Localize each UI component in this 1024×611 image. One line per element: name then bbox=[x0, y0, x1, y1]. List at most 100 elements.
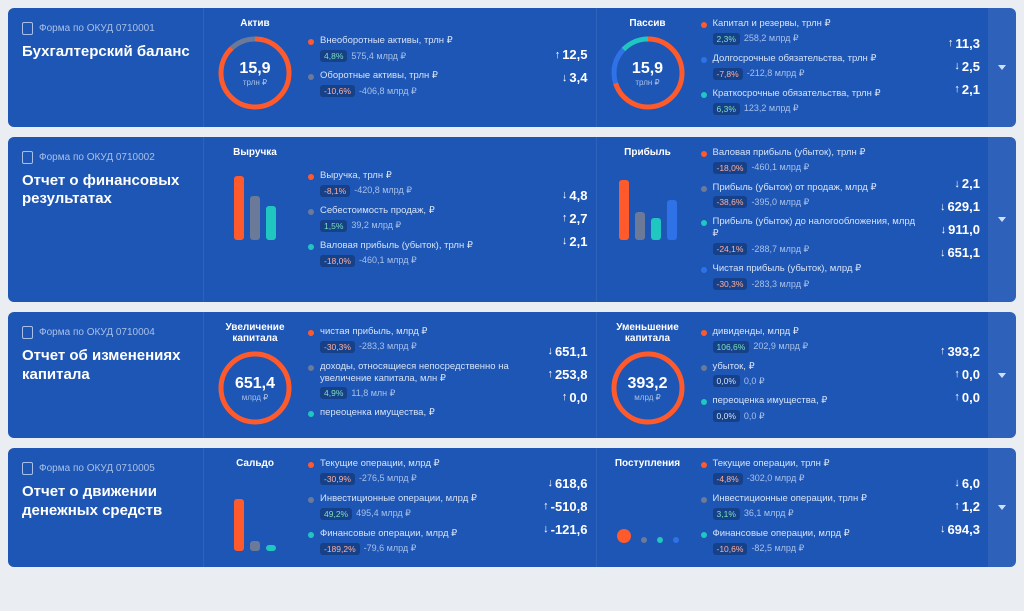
metric-badge: -30,9% bbox=[320, 473, 355, 485]
metric-dot bbox=[701, 22, 707, 28]
metric-badge: 2,3% bbox=[713, 33, 740, 45]
card-half-left: Увеличение капитала 651,4млрд ₽ чистая п… bbox=[203, 312, 596, 438]
chevron-down-icon bbox=[998, 217, 1006, 222]
metric-label: Оборотные активы, трлн ₽ bbox=[320, 70, 524, 82]
metric-row: Внеоборотные активы, трлн ₽ 4,8% 575,4 м… bbox=[308, 35, 524, 62]
form-code: Форма по ОКУД 0710002 bbox=[22, 151, 193, 164]
ring-chart: 15,9трлн ₽ bbox=[217, 35, 293, 111]
metric-delta: ↑11,3 bbox=[948, 36, 980, 51]
metric-badge: 3,1% bbox=[713, 508, 740, 520]
metric-row: доходы, относящиеся непосредственно на у… bbox=[308, 361, 524, 400]
metric-row: переоценка имущества, ₽ 0,0% 0,0 ₽ bbox=[701, 395, 917, 422]
metric-delta: ↑253,8 bbox=[547, 367, 587, 382]
card-half-left: Актив 15,9трлн ₽ Внеоборотные активы, тр… bbox=[203, 8, 596, 127]
bar-chart bbox=[234, 164, 276, 240]
metric-dot bbox=[701, 151, 707, 157]
metric-dot bbox=[308, 209, 314, 215]
metric-dot bbox=[308, 330, 314, 336]
report-card: Форма по ОКУД 0710002 Отчет о финансовых… bbox=[8, 137, 1016, 302]
metric-subvalue: -460,1 млрд ₽ bbox=[751, 162, 809, 173]
ring-chart: 393,2млрд ₽ bbox=[610, 350, 686, 426]
card-title: Бухгалтерский баланс bbox=[22, 43, 193, 62]
card-title: Отчет о финансовых результатах bbox=[22, 172, 193, 210]
metric-subvalue: -406,8 млрд ₽ bbox=[359, 86, 417, 97]
document-icon bbox=[22, 151, 33, 164]
metric-badge: -8,1% bbox=[320, 185, 350, 197]
card-title: Отчет об изменениях капитала bbox=[22, 347, 193, 385]
metric-delta: ↑2,1 bbox=[954, 82, 980, 97]
metric-dot bbox=[308, 462, 314, 468]
metric-delta: ↓2,1 bbox=[954, 176, 980, 191]
metric-subvalue: -302,0 млрд ₽ bbox=[747, 473, 805, 484]
form-code: Форма по ОКУД 0710004 bbox=[22, 326, 193, 339]
metric-dot bbox=[701, 462, 707, 468]
metric-subvalue: 258,2 млрд ₽ bbox=[744, 33, 799, 44]
metric-delta: ↑-510,8 bbox=[543, 499, 587, 514]
metric-label: Прибыль (убыток) от продаж, млрд ₽ bbox=[713, 182, 917, 194]
metric-dot bbox=[308, 74, 314, 80]
metric-delta: ↓694,3 bbox=[940, 522, 980, 537]
metric-dot bbox=[701, 57, 707, 63]
bar-chart bbox=[234, 475, 276, 551]
metric-badge: -7,8% bbox=[713, 68, 743, 80]
metric-row: Выручка, трлн ₽ -8,1% -420,8 млрд ₽ bbox=[308, 170, 524, 197]
metric-subvalue: 123,2 млрд ₽ bbox=[744, 103, 799, 114]
card-half-right: Прибыль Валовая прибыль (убыток), трлн ₽… bbox=[596, 137, 989, 302]
metric-badge: -10,6% bbox=[713, 543, 748, 555]
metric-delta: ↑393,2 bbox=[940, 344, 980, 359]
metric-delta: ↓2,1 bbox=[562, 234, 588, 249]
half-header: Сальдо bbox=[236, 458, 274, 469]
metric-row: Инвестиционные операции, млрд ₽ 49,2% 49… bbox=[308, 493, 524, 520]
card-title: Отчет о движении денежных средств bbox=[22, 483, 193, 521]
metric-badge: 49,2% bbox=[320, 508, 352, 520]
report-card: Форма по ОКУД 0710004 Отчет об изменения… bbox=[8, 312, 1016, 438]
expand-button[interactable] bbox=[988, 448, 1016, 567]
metric-delta: ↓911,0 bbox=[941, 222, 980, 237]
report-card: Форма по ОКУД 0710001 Бухгалтерский бала… bbox=[8, 8, 1016, 127]
metric-row: Капитал и резервы, трлн ₽ 2,3% 258,2 млр… bbox=[701, 18, 917, 45]
metric-label: Краткосрочные обязательства, трлн ₽ bbox=[713, 88, 917, 100]
metric-dot bbox=[701, 186, 707, 192]
metric-subvalue: -283,3 млрд ₽ bbox=[359, 341, 417, 352]
metric-subvalue: -288,7 млрд ₽ bbox=[751, 244, 809, 255]
metric-badge: 4,8% bbox=[320, 50, 347, 62]
form-code: Форма по ОКУД 0710005 bbox=[22, 462, 193, 475]
expand-button[interactable] bbox=[988, 312, 1016, 438]
metric-delta: ↑2,7 bbox=[562, 211, 588, 226]
metric-label: Чистая прибыль (убыток), млрд ₽ bbox=[713, 263, 917, 275]
metric-row: Валовая прибыль (убыток), трлн ₽ -18,0% … bbox=[308, 240, 524, 267]
metric-subvalue: -420,8 млрд ₽ bbox=[354, 185, 412, 196]
metric-row: Долгосрочные обязательства, трлн ₽ -7,8%… bbox=[701, 53, 917, 80]
metric-delta: ↓6,0 bbox=[954, 476, 980, 491]
metric-row: Финансовые операции, млрд ₽ -189,2% -79,… bbox=[308, 528, 524, 555]
metric-label: Внеоборотные активы, трлн ₽ bbox=[320, 35, 524, 47]
metric-delta: ↓651,1 bbox=[547, 344, 587, 359]
metric-delta: ↓629,1 bbox=[940, 199, 980, 214]
chevron-down-icon bbox=[998, 505, 1006, 510]
metric-badge: -38,6% bbox=[713, 196, 748, 208]
metric-badge: 0,0% bbox=[713, 410, 740, 422]
metric-row: чистая прибыль, млрд ₽ -30,3% -283,3 млр… bbox=[308, 326, 524, 353]
metric-label: Прибыль (убыток) до налогообложения, млр… bbox=[713, 216, 917, 240]
metric-delta: ↓618,6 bbox=[547, 476, 587, 491]
metric-row: Финансовые операции, млрд ₽ -10,6% -82,5… bbox=[701, 528, 917, 555]
metric-label: Валовая прибыль (убыток), трлн ₽ bbox=[713, 147, 917, 159]
metric-dot bbox=[701, 365, 707, 371]
metric-row: Инвестиционные операции, трлн ₽ 3,1% 36,… bbox=[701, 493, 917, 520]
form-code: Форма по ОКУД 0710001 bbox=[22, 22, 193, 35]
metric-dot bbox=[701, 330, 707, 336]
metric-dot bbox=[308, 497, 314, 503]
metric-label: переоценка имущества, ₽ bbox=[713, 395, 917, 407]
metric-badge: -30,3% bbox=[713, 278, 748, 290]
metric-subvalue: 495,4 млрд ₽ bbox=[356, 508, 411, 519]
half-header: Прибыль bbox=[624, 147, 671, 158]
metric-label: Инвестиционные операции, млрд ₽ bbox=[320, 493, 524, 505]
metric-dot bbox=[308, 532, 314, 538]
metric-dot bbox=[701, 399, 707, 405]
metric-badge: -18,0% bbox=[713, 162, 748, 174]
expand-button[interactable] bbox=[988, 8, 1016, 127]
expand-button[interactable] bbox=[988, 137, 1016, 302]
card-half-right: Поступления Текущие операции, трлн ₽ -4,… bbox=[596, 448, 989, 567]
half-header: Увеличение капитала bbox=[210, 322, 300, 344]
metric-badge: -18,0% bbox=[320, 255, 355, 267]
